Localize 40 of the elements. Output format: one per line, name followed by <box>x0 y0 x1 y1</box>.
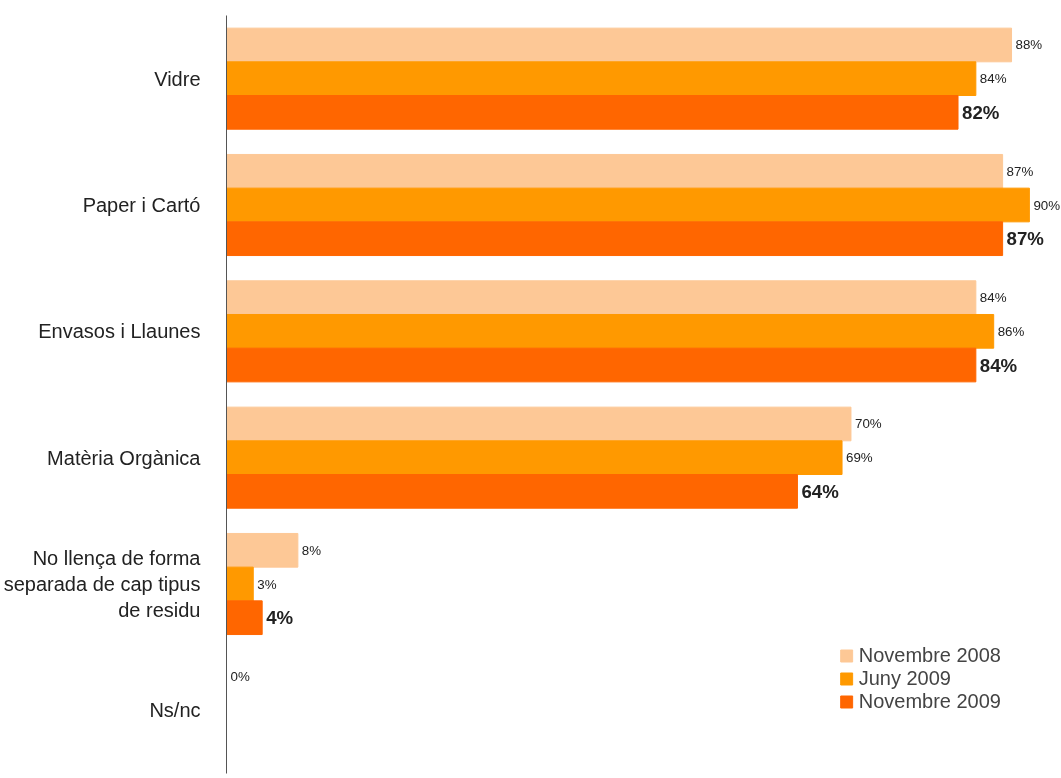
data-label: 87% <box>1006 228 1045 250</box>
data-label: 0% <box>230 669 250 685</box>
legend-label: Novembre 2009 <box>858 690 1001 713</box>
data-label: 90% <box>1033 197 1061 213</box>
y-tick-label: Paper i Cartó <box>82 194 201 216</box>
data-label: 82% <box>962 101 1000 123</box>
bar <box>226 440 843 476</box>
bar <box>226 600 263 636</box>
data-label: 87% <box>1006 163 1034 179</box>
bar <box>226 532 299 568</box>
data-label: 4% <box>266 607 294 629</box>
data-label: 64% <box>801 480 840 502</box>
bar <box>226 95 959 130</box>
bar <box>226 474 798 509</box>
y-tick-label: Ns/nc <box>149 699 201 722</box>
bar <box>226 187 1030 223</box>
data-label: 88% <box>1015 37 1043 53</box>
data-label: 3% <box>257 576 277 592</box>
y-tick-label: No llença de forma separada de cap tipus de residu <box>3 546 202 622</box>
bar <box>226 406 852 442</box>
y-tick-label: Matèria Orgànica <box>47 446 202 469</box>
data-label: 86% <box>997 323 1025 339</box>
bar <box>226 221 1004 257</box>
bar <box>226 27 1013 63</box>
y-tick-label: Vidre <box>154 67 201 90</box>
data-label: 84% <box>979 71 1007 87</box>
bar <box>226 347 977 383</box>
legend-label: Novembre 2008 <box>858 644 1001 667</box>
data-label: 69% <box>846 450 873 466</box>
bar <box>226 61 977 97</box>
data-label: 70% <box>854 416 882 432</box>
data-label: 84% <box>979 354 1018 376</box>
bar <box>226 153 1004 189</box>
y-tick-label: Envasos i Llaunes <box>38 320 201 343</box>
bar <box>226 566 254 602</box>
data-label: 84% <box>979 290 1007 306</box>
legend-label: Juny 2009 <box>858 667 951 690</box>
data-label: 8% <box>301 542 322 558</box>
bar <box>226 280 977 315</box>
bar <box>226 313 995 349</box>
